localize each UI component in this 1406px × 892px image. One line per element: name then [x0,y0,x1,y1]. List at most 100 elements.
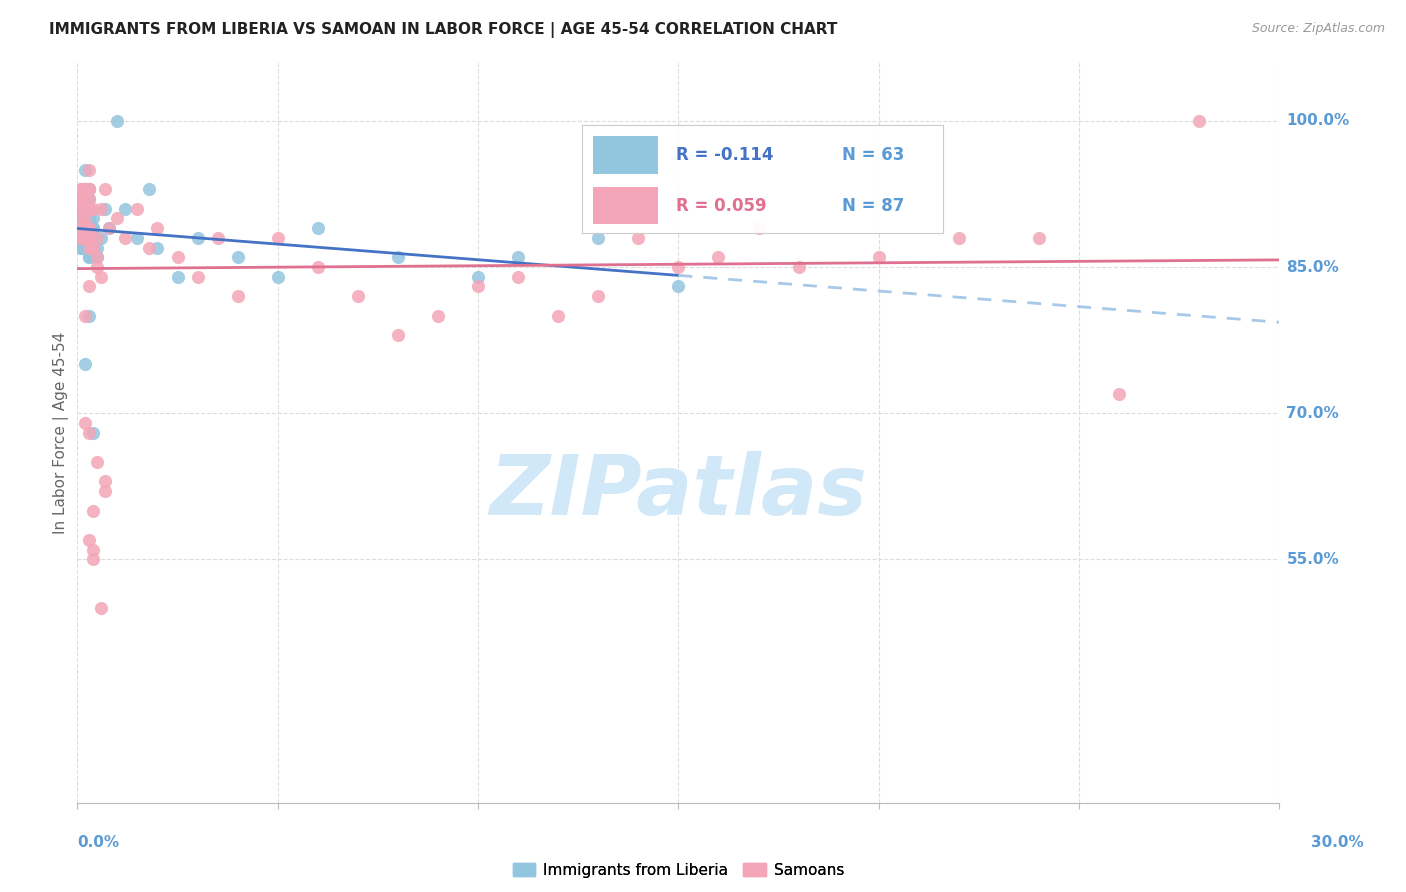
Point [79,182,101,196]
Point [107,114,129,128]
Point [94,202,117,216]
Text: 0.0%: 0.0% [77,836,120,850]
Point [1108,386,1130,401]
Point [166,250,188,264]
Y-axis label: In Labor Force | Age 45-54: In Labor Force | Age 45-54 [53,332,69,533]
Point [94,475,117,489]
Point [79,221,101,235]
Point [70,211,93,226]
Point [75,192,97,206]
Point [207,231,229,245]
Point [70,182,93,196]
Point [75,211,97,226]
Point [90,601,112,615]
Point [75,192,97,206]
Point [75,309,97,323]
Point [70,202,93,216]
Point [70,231,93,245]
Point [70,192,93,206]
Point [70,221,93,235]
Point [70,211,93,226]
Point [75,231,97,245]
Point [75,202,97,216]
Point [307,260,329,274]
Text: 30.0%: 30.0% [1310,836,1364,850]
Point [79,202,101,216]
Point [70,192,93,206]
Point [79,240,101,255]
Point [98,221,121,235]
Point [508,269,530,284]
Point [75,231,97,245]
Text: 55.0%: 55.0% [1286,552,1340,566]
Point [467,269,489,284]
Point [75,231,97,245]
Text: 100.0%: 100.0% [1286,113,1350,128]
Point [267,231,290,245]
Point [70,211,93,226]
Point [75,182,97,196]
Point [86,260,108,274]
Text: IMMIGRANTS FROM LIBERIA VS SAMOAN IN LABOR FORCE | AGE 45-54 CORRELATION CHART: IMMIGRANTS FROM LIBERIA VS SAMOAN IN LAB… [49,22,838,38]
Point [70,231,93,245]
Text: R = -0.114: R = -0.114 [676,146,773,164]
Point [70,202,93,216]
Point [79,309,101,323]
Point [166,269,188,284]
Point [79,192,101,206]
Text: Source: ZipAtlas.com: Source: ZipAtlas.com [1251,22,1385,36]
Point [82,503,104,517]
Point [75,202,97,216]
Point [90,231,112,245]
Point [79,250,101,264]
Point [75,192,97,206]
Text: 85.0%: 85.0% [1286,260,1340,275]
Point [948,231,970,245]
Point [127,231,149,245]
Point [226,289,249,303]
Point [75,231,97,245]
Point [79,202,101,216]
Point [79,240,101,255]
Point [82,202,104,216]
Point [82,240,104,255]
Point [70,211,93,226]
Point [1028,231,1050,245]
Point [307,221,329,235]
Point [79,425,101,440]
Point [467,279,489,293]
Point [75,202,97,216]
Point [70,202,93,216]
Point [70,231,93,245]
Point [707,250,730,264]
Point [94,182,117,196]
Point [75,202,97,216]
Point [588,231,610,245]
Point [86,455,108,469]
Point [98,221,121,235]
Point [79,182,101,196]
Point [70,240,93,255]
Point [90,269,112,284]
Point [75,231,97,245]
Text: N = 63: N = 63 [842,146,904,164]
Point [347,289,370,303]
Point [75,202,97,216]
Point [79,182,101,196]
Point [82,221,104,235]
Point [70,221,93,235]
Point [226,250,249,264]
Point [82,221,104,235]
Point [75,202,97,216]
Point [186,269,209,284]
Point [70,240,93,255]
Point [138,240,160,255]
Point [75,416,97,430]
Point [75,182,97,196]
Point [82,240,104,255]
Point [75,358,97,372]
Point [79,533,101,547]
Point [79,279,101,293]
Text: 70.0%: 70.0% [1286,406,1340,421]
Point [427,309,450,323]
